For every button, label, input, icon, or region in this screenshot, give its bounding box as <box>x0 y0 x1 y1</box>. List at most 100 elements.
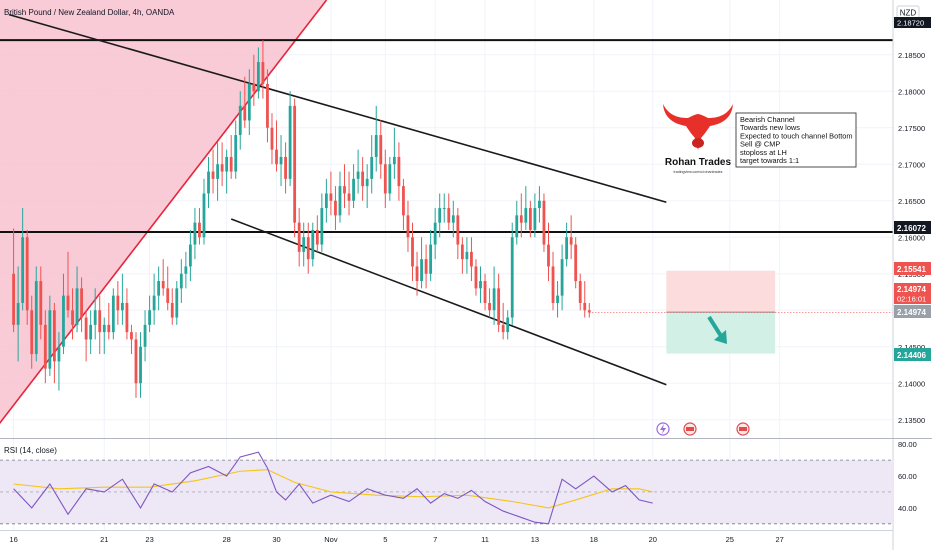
candle <box>347 171 351 216</box>
candle-body <box>148 310 151 325</box>
candle <box>510 222 514 325</box>
candle-body <box>334 200 337 216</box>
candle <box>266 69 269 143</box>
candle-body <box>306 237 310 260</box>
candle-body <box>510 237 514 318</box>
lightning-event-icon[interactable] <box>656 422 670 436</box>
candle-body <box>93 310 97 325</box>
candle-body <box>75 288 79 325</box>
candle <box>161 259 165 296</box>
candle <box>66 251 70 318</box>
candle-body <box>57 346 61 362</box>
candle <box>406 200 410 252</box>
candle-body <box>229 156 233 172</box>
time-tick-label: 28 <box>222 535 230 544</box>
candle-body <box>329 193 333 201</box>
candle <box>25 229 29 325</box>
candle <box>547 222 550 282</box>
candle <box>501 302 505 340</box>
stop-loss-zone[interactable] <box>666 270 776 313</box>
candle-body <box>524 208 528 223</box>
candle-body <box>352 178 355 201</box>
candle <box>497 273 501 333</box>
news-event-icon[interactable] <box>683 422 697 436</box>
time-axis[interactable]: 16 21 23 28 30 Nov 5 7 11 13 18 20 25 27 <box>9 535 783 544</box>
candle-body <box>488 302 491 311</box>
candle <box>334 186 337 230</box>
candle <box>460 237 464 274</box>
rising-trendline[interactable] <box>0 0 328 434</box>
candle <box>207 156 210 209</box>
candle <box>538 186 541 223</box>
channel-lower-line[interactable] <box>230 218 667 386</box>
candle-body <box>497 288 501 325</box>
candle <box>193 208 197 260</box>
candle-body <box>152 295 156 311</box>
candle <box>392 127 396 179</box>
candle-body <box>139 346 142 384</box>
watermark-tagline: tradingview.com/u/rohantrades <box>674 170 723 174</box>
candle-body <box>66 295 70 311</box>
candle <box>306 222 310 274</box>
candle-body <box>506 317 510 333</box>
candle <box>442 193 446 223</box>
news-event-icon-2[interactable] <box>736 422 750 436</box>
candle-body <box>311 229 315 260</box>
candle-body <box>456 215 460 245</box>
symbol-title[interactable]: British Pound / New Zealand Dollar, 4h, … <box>4 8 175 17</box>
note-box[interactable] <box>735 112 857 168</box>
candle-body <box>43 324 47 369</box>
candle <box>288 91 292 187</box>
note-line: Towards new lows <box>740 123 800 132</box>
candle <box>388 156 392 201</box>
candle <box>492 266 496 325</box>
candle <box>556 281 559 318</box>
candle-body <box>492 288 496 311</box>
candle <box>361 156 365 201</box>
candle-body <box>161 281 165 289</box>
candle-body <box>16 302 20 325</box>
candle <box>420 237 423 289</box>
time-tick-label: 23 <box>145 535 153 544</box>
candle <box>574 237 578 289</box>
candle <box>225 149 229 194</box>
time-tick-label: 5 <box>383 535 387 544</box>
candle <box>261 40 265 99</box>
channel-upper-line[interactable] <box>8 13 667 203</box>
note-line: target towards 1:1 <box>740 156 799 165</box>
candle <box>515 200 519 245</box>
candle-body <box>297 222 301 252</box>
rsi-label[interactable]: RSI (14, close) <box>4 446 57 455</box>
rsi-axis[interactable]: 80.00 60.00 40.00 <box>898 440 917 513</box>
candle <box>170 288 174 325</box>
candle <box>247 69 251 136</box>
candle <box>16 266 20 362</box>
candle <box>21 208 25 311</box>
candle-body <box>25 237 29 311</box>
candle-body <box>71 310 74 325</box>
candle <box>34 266 38 362</box>
candle <box>329 171 333 216</box>
candle <box>311 222 315 267</box>
candle-body <box>243 105 247 121</box>
candle <box>279 135 283 187</box>
candle <box>30 295 34 369</box>
svg-text:2.15541: 2.15541 <box>897 265 926 274</box>
candle-body <box>429 244 433 274</box>
candle-body <box>134 339 138 384</box>
candle <box>84 310 88 362</box>
note-line: Bearish Channel <box>740 115 795 124</box>
candle-body <box>220 164 224 172</box>
candle-body <box>198 222 201 238</box>
candle-body <box>356 171 360 179</box>
candle <box>157 266 161 311</box>
candle-body <box>574 244 578 282</box>
candle <box>134 332 138 398</box>
candle-body <box>170 302 174 318</box>
candle-body <box>275 149 278 165</box>
candle <box>483 273 487 311</box>
candle <box>578 273 582 311</box>
currency-label[interactable]: NZD <box>900 9 917 18</box>
candle <box>116 281 120 325</box>
